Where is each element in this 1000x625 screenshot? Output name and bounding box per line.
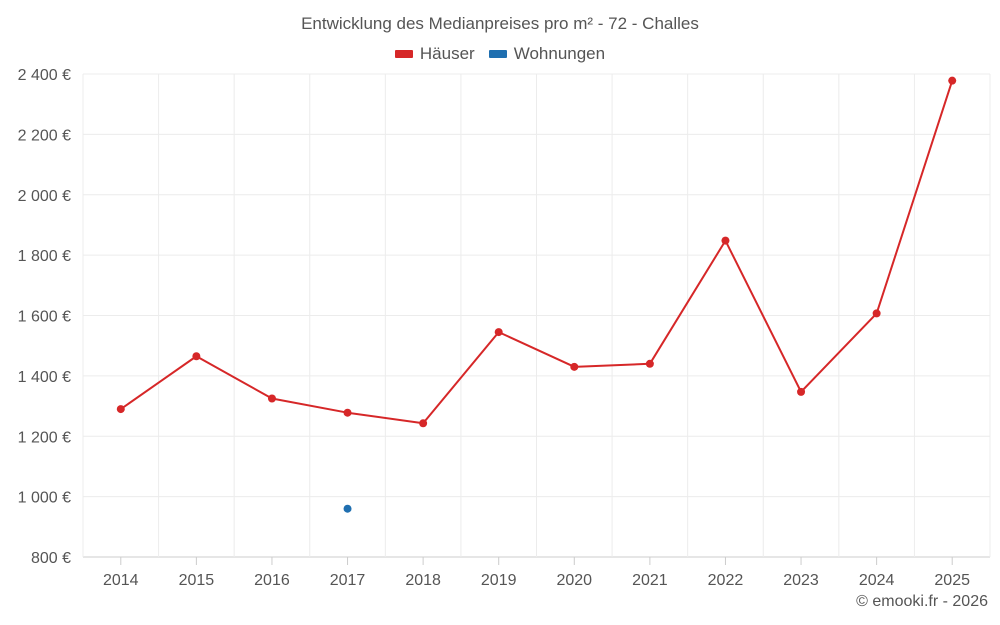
x-tick-label: 2014	[103, 572, 139, 589]
data-point-0-2016[interactable]	[267, 394, 276, 403]
x-tick-label: 2016	[254, 572, 290, 589]
y-tick-label: 1 200 €	[18, 429, 71, 446]
data-point-0-2019[interactable]	[494, 328, 503, 337]
y-tick-label: 2 400 €	[18, 67, 71, 84]
x-tick-label: 2024	[859, 572, 895, 589]
data-point-1-2017[interactable]	[343, 504, 352, 513]
x-tick-label: 2020	[556, 572, 592, 589]
data-point-0-2017[interactable]	[343, 408, 352, 417]
x-tick-label: 2025	[934, 572, 970, 589]
credit-text: © emooki.fr - 2026	[856, 593, 988, 610]
x-tick-label: 2015	[179, 572, 215, 589]
x-tick-label: 2017	[330, 572, 366, 589]
legend-item-wohnungen[interactable]: Wohnungen	[488, 44, 606, 64]
data-point-0-2015[interactable]	[192, 352, 201, 361]
y-tick-label: 800 €	[31, 550, 71, 567]
y-tick-label: 1 400 €	[18, 369, 71, 386]
data-point-0-2014[interactable]	[116, 405, 125, 414]
legend-label-wohnungen: Wohnungen	[513, 44, 606, 63]
legend-item-haeuser[interactable]: Häuser	[394, 44, 475, 64]
x-tick-label: 2022	[708, 572, 744, 589]
data-point-0-2024[interactable]	[872, 309, 881, 318]
data-point-0-2025[interactable]	[948, 76, 957, 85]
x-tick-label: 2019	[481, 572, 517, 589]
legend-swatch-haeuser	[394, 50, 413, 58]
x-tick-label: 2018	[405, 572, 441, 589]
y-tick-label: 2 200 €	[18, 127, 71, 144]
legend: Häuser Wohnungen	[0, 44, 1000, 64]
y-tick-label: 1 800 €	[18, 248, 71, 265]
x-tick-label: 2023	[783, 572, 819, 589]
x-tick-label: 2021	[632, 572, 668, 589]
data-point-0-2022[interactable]	[721, 236, 730, 245]
legend-label-haeuser: Häuser	[419, 44, 475, 63]
data-point-0-2018[interactable]	[419, 419, 428, 428]
chart-title: Entwicklung des Medianpreises pro m² - 7…	[301, 14, 699, 33]
data-point-0-2020[interactable]	[570, 362, 579, 371]
y-tick-label: 1 000 €	[18, 490, 71, 507]
data-point-0-2023[interactable]	[797, 387, 806, 396]
series-line-0	[120, 80, 954, 425]
data-point-0-2021[interactable]	[645, 359, 654, 368]
y-tick-label: 1 600 €	[18, 309, 71, 326]
legend-swatch-wohnungen	[488, 50, 507, 58]
y-tick-label: 2 000 €	[18, 188, 71, 205]
